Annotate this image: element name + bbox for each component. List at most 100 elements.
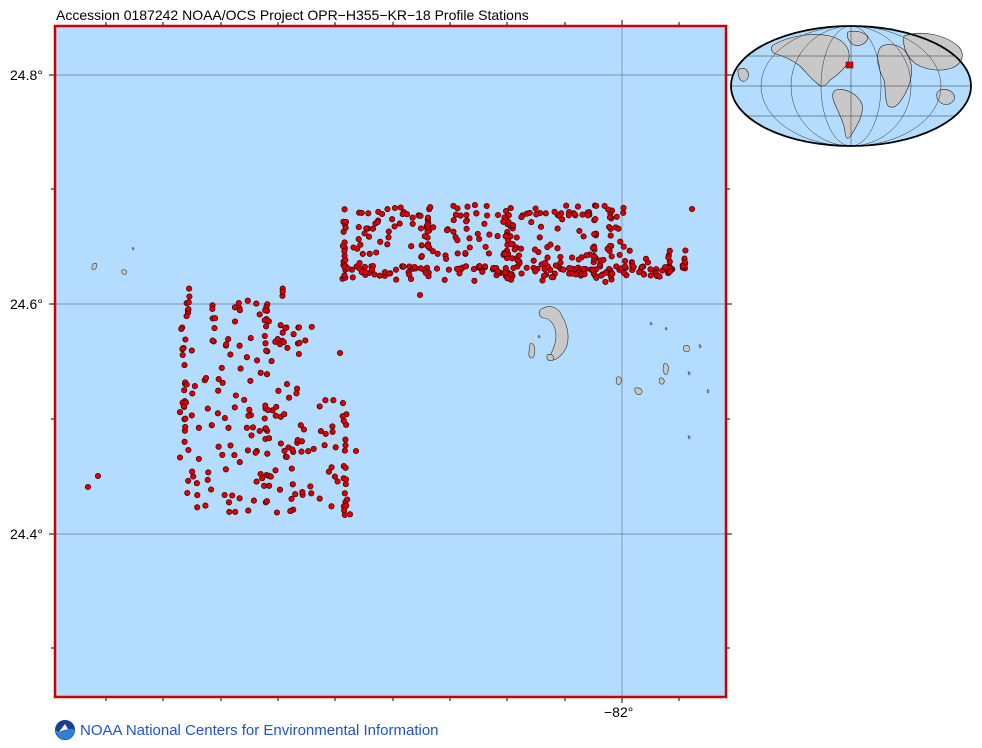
station-marker — [289, 481, 296, 488]
station-marker — [374, 219, 381, 226]
station-marker — [229, 492, 236, 499]
credit-link[interactable]: NOAA National Centers for Environmental … — [55, 719, 439, 741]
islet — [546, 354, 554, 362]
station-marker — [606, 214, 613, 221]
lat-label-24.6: 24.6° — [10, 296, 43, 312]
station-marker — [317, 428, 324, 435]
station-marker — [225, 424, 232, 431]
station-marker — [479, 268, 486, 275]
station-marker — [339, 413, 346, 420]
station-marker — [644, 259, 652, 266]
station-marker — [481, 263, 489, 270]
station-marker — [308, 323, 315, 330]
station-marker — [593, 202, 600, 209]
station-marker — [273, 509, 281, 516]
station-marker — [292, 491, 299, 498]
station-marker — [399, 211, 406, 218]
station-marker — [263, 323, 270, 330]
islet — [683, 345, 690, 353]
station-marker — [560, 266, 567, 273]
station-marker — [542, 259, 549, 266]
graticule — [55, 26, 726, 697]
station-marker — [283, 381, 291, 388]
station-marker — [598, 272, 605, 279]
station-marker — [500, 218, 507, 225]
station-marker — [532, 205, 539, 212]
station-marker — [454, 250, 461, 257]
station-marker — [263, 371, 271, 378]
islet — [121, 269, 127, 275]
station-marker — [310, 445, 317, 452]
station-marker — [471, 202, 478, 209]
station-marker — [280, 339, 287, 346]
station-marker — [462, 263, 470, 270]
station-marker — [418, 253, 425, 260]
station-marker — [532, 268, 539, 275]
station-marker — [283, 453, 290, 461]
station-marker — [424, 221, 431, 228]
station-marker — [182, 423, 189, 430]
station-marker — [262, 402, 269, 409]
station-marker — [605, 206, 612, 213]
station-marker — [466, 235, 473, 242]
inset-south-america — [832, 89, 863, 139]
station-points — [84, 202, 696, 518]
station-marker — [341, 248, 348, 255]
station-marker — [214, 410, 221, 417]
station-marker — [248, 432, 255, 439]
lon-label-82: −82° — [604, 704, 634, 720]
station-marker — [293, 390, 300, 397]
station-marker — [518, 270, 525, 277]
station-marker — [552, 262, 559, 269]
station-marker — [384, 241, 391, 248]
station-marker — [256, 427, 263, 435]
station-marker — [244, 447, 251, 454]
station-marker — [279, 329, 286, 336]
station-marker — [494, 268, 501, 275]
station-marker — [682, 247, 689, 254]
station-marker — [454, 205, 461, 212]
station-marker — [243, 424, 250, 431]
station-marker — [518, 214, 525, 221]
station-marker — [441, 276, 448, 283]
station-marker — [262, 340, 269, 347]
station-marker — [256, 311, 263, 318]
station-marker — [418, 242, 425, 249]
station-marker — [393, 276, 400, 283]
station-marker — [539, 277, 546, 284]
station-marker — [557, 259, 564, 266]
station-marker — [181, 387, 188, 394]
station-marker — [608, 253, 615, 260]
station-marker — [322, 430, 329, 437]
station-marker — [227, 351, 234, 358]
station-marker — [272, 467, 279, 474]
station-marker — [182, 415, 189, 422]
station-marker — [194, 492, 201, 499]
station-marker — [667, 268, 674, 275]
station-marker — [339, 400, 347, 407]
station-marker — [231, 318, 239, 325]
station-marker — [342, 257, 349, 264]
islet — [131, 247, 135, 251]
station-marker — [202, 502, 209, 509]
station-marker — [542, 210, 549, 217]
credit-text[interactable]: NOAA National Centers for Environmental … — [80, 721, 439, 739]
station-marker — [274, 336, 281, 343]
station-marker — [298, 438, 305, 445]
station-marker — [295, 350, 302, 358]
station-marker — [533, 211, 540, 218]
station-marker — [215, 443, 222, 450]
station-marker — [471, 277, 478, 284]
station-marker — [341, 490, 348, 497]
station-marker — [180, 403, 187, 410]
station-marker — [656, 273, 663, 280]
station-marker — [334, 478, 341, 485]
station-marker — [208, 486, 215, 493]
station-marker — [358, 209, 365, 216]
station-marker — [510, 264, 517, 272]
station-marker — [356, 260, 363, 267]
station-marker — [389, 216, 396, 223]
station-marker — [429, 248, 436, 255]
station-marker — [507, 205, 514, 212]
station-marker — [591, 253, 598, 260]
